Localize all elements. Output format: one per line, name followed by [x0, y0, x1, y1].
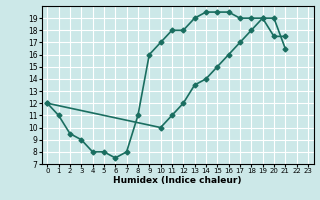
X-axis label: Humidex (Indice chaleur): Humidex (Indice chaleur)	[113, 176, 242, 185]
